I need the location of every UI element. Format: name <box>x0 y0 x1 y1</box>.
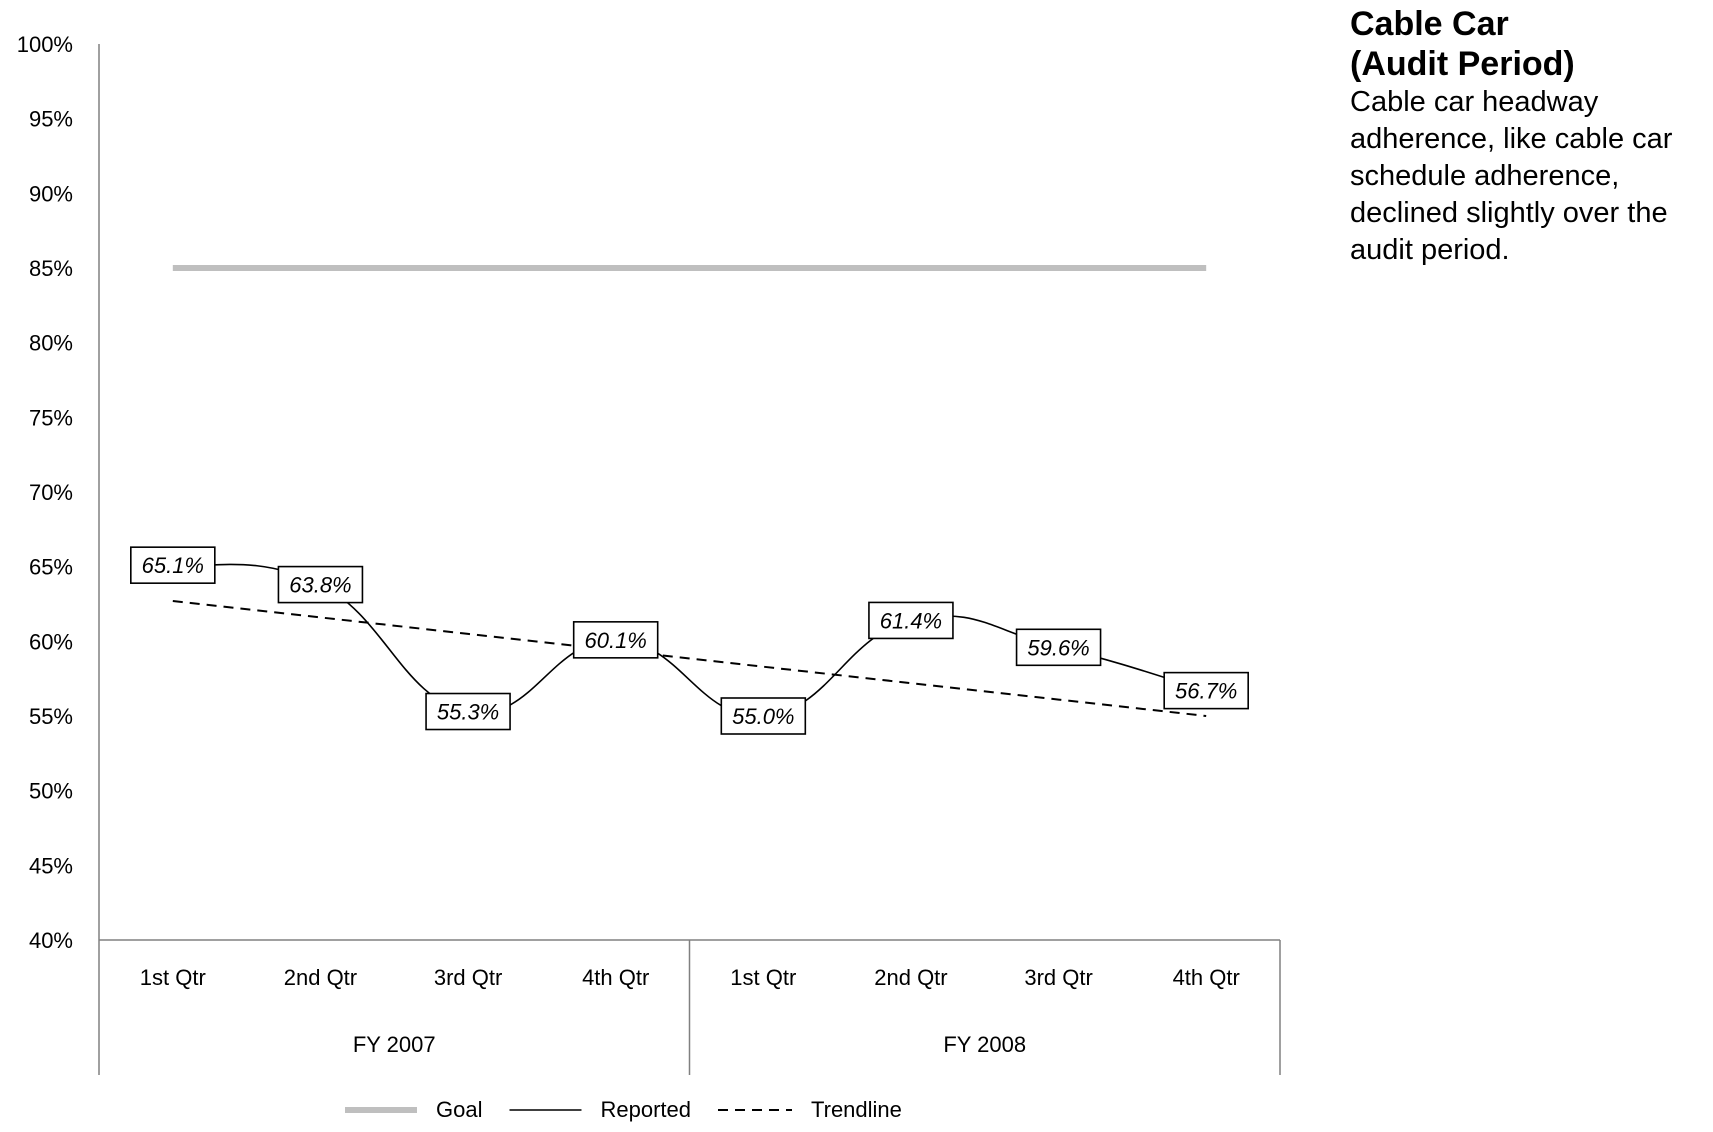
y-tick-label: 85% <box>29 256 73 281</box>
data-label-text: 55.0% <box>732 704 794 729</box>
y-tick-label: 65% <box>29 555 73 580</box>
y-tick-label: 50% <box>29 779 73 804</box>
data-label-box <box>868 601 954 640</box>
data-label-text: 63.8% <box>289 573 351 598</box>
data-label-box <box>1015 628 1102 667</box>
data-label: 59.6% <box>1015 628 1102 667</box>
data-label-box <box>720 697 807 735</box>
x-category-label: 3rd Qtr <box>434 965 502 990</box>
side-panel: Cable Car (Audit Period) Cable car headw… <box>1350 4 1710 269</box>
y-tick-label: 70% <box>29 480 73 505</box>
panel-title-line1: Cable Car <box>1350 5 1509 43</box>
data-label: 55.0% <box>720 697 807 735</box>
y-tick-label: 60% <box>29 629 73 654</box>
y-tick-label: 55% <box>29 704 73 729</box>
x-category-label: 4th Qtr <box>1173 965 1240 990</box>
chart: 100% 95% 90% 85% 80% 75% 70% 65% 60% 55% 50% 45% 40%… <box>17 32 1281 1122</box>
data-label-text: 60.1% <box>584 628 646 653</box>
y-tick-label: 90% <box>29 181 73 206</box>
x-category-label: 1st Qtr <box>730 965 796 990</box>
data-label-text: 61.4% <box>880 608 942 633</box>
data-label: 61.4% <box>868 601 954 640</box>
legend-label-trendline: Trendline <box>811 1097 902 1122</box>
data-label-box <box>1163 671 1249 710</box>
panel-description: Cable car headway adherence, like cable … <box>1350 86 1673 266</box>
legend: Goal Reported Trendline <box>345 1097 902 1122</box>
data-label-text: 55.3% <box>437 700 499 725</box>
x-axis-labels: FY 2007 FY 2008 1st Qtr 2nd Qtr 3rd Qtr 4th Q… <box>140 965 1240 1057</box>
trendline-line <box>172 600 1207 717</box>
y-tick-label: 40% <box>29 928 73 953</box>
data-label-box <box>425 692 511 731</box>
group-label: FY 2008 <box>943 1032 1026 1057</box>
y-tick-label: 95% <box>29 107 73 132</box>
data-label: 63.8% <box>277 565 364 604</box>
data-label: 65.1% <box>130 546 216 584</box>
x-category-label: 2nd Qtr <box>284 965 357 990</box>
data-label-box <box>277 565 364 604</box>
data-label-box <box>130 546 216 584</box>
data-label: 55.3% <box>425 692 511 731</box>
panel-title-line2: (Audit Period) <box>1350 45 1575 83</box>
data-label: 56.7% <box>1163 671 1249 710</box>
data-label-text: 59.6% <box>1027 635 1089 660</box>
x-category-label: 1st Qtr <box>140 965 206 990</box>
x-category-label: 3rd Qtr <box>1024 965 1092 990</box>
y-tick-label: 80% <box>29 331 73 356</box>
group-label: FY 2007 <box>353 1032 436 1057</box>
legend-label-reported: Reported <box>600 1097 691 1122</box>
y-tick-label: 75% <box>29 405 73 430</box>
y-tick-label: 45% <box>29 853 73 878</box>
x-category-label: 4th Qtr <box>582 965 649 990</box>
data-labels: 65.1% 63.8% 55.3% 60.1% 55.0% 61.4% 59.6% 56.7% <box>130 546 1249 735</box>
y-tick-label: 100% <box>17 32 73 57</box>
data-label-text: 65.1% <box>142 553 204 578</box>
legend-label-goal: Goal <box>436 1097 482 1122</box>
data-label-text: 56.7% <box>1175 679 1237 704</box>
x-category-label: 2nd Qtr <box>874 965 947 990</box>
data-label-box <box>572 621 659 659</box>
panel-title: Cable Car (Audit Period) <box>1350 4 1710 84</box>
axes <box>98 44 1281 1075</box>
data-label: 60.1% <box>572 621 659 659</box>
y-axis-ticks: 100% 95% 90% 85% 80% 75% 70% 65% 60% 55% 50% 45% 40% <box>17 32 73 953</box>
